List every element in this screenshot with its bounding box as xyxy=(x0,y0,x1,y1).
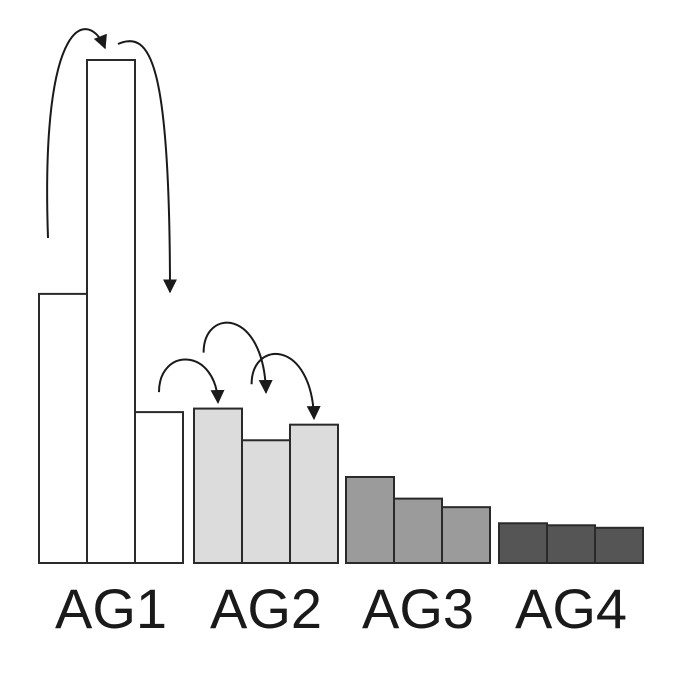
bar-ag4-2 xyxy=(546,524,596,565)
bar-ag4-3 xyxy=(594,526,644,564)
bar-ag3-3 xyxy=(441,506,491,564)
bar-ag1-1 xyxy=(38,292,88,564)
transition-arrow-1 xyxy=(46,28,107,239)
bar-ag3-1 xyxy=(345,475,395,564)
bar-ag2-3 xyxy=(289,423,339,564)
bar-ag1-3 xyxy=(134,411,184,564)
group-label-ag1: AG1 xyxy=(55,577,167,640)
transition-arrow-5 xyxy=(250,352,321,421)
bars-layer xyxy=(38,59,644,565)
bar-ag2-1 xyxy=(193,407,243,565)
arrows-layer xyxy=(46,28,321,421)
transition-arrow-2 xyxy=(117,40,177,294)
group-label-ag4: AG4 xyxy=(515,577,627,640)
labels-layer: AG1 AG2 AG3 AG4 xyxy=(55,577,627,640)
group-label-ag2: AG2 xyxy=(210,577,322,640)
bar-ag2-2 xyxy=(241,439,291,565)
bar-ag3-2 xyxy=(393,497,443,564)
bar-ag1-2 xyxy=(86,59,136,564)
transition-arrow-4 xyxy=(202,321,273,394)
group-label-ag3: AG3 xyxy=(362,577,474,640)
bar-ag4-1 xyxy=(498,522,548,564)
transition-arrow-3 xyxy=(158,358,225,404)
